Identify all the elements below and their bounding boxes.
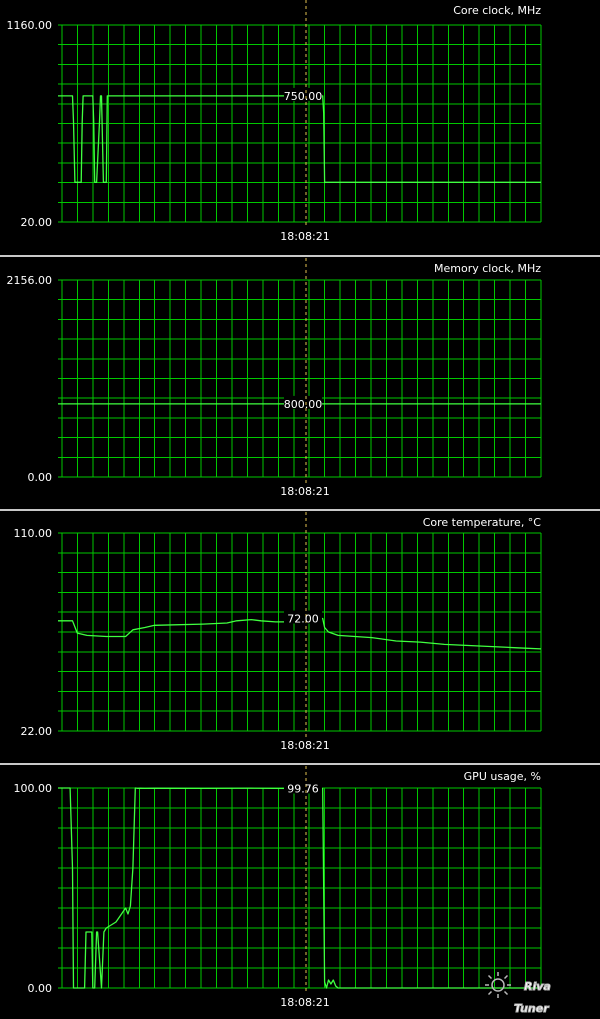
cursor-time-backing [278,738,334,752]
sun-gear-logo [485,972,511,998]
watermark-line2: Tuner [514,1002,549,1015]
series-line [58,95,541,183]
panel-2: Core temperature, °C 110.00 22.00 72.00 18:0… [0,512,600,765]
cursor-time-backing [278,995,334,1009]
y-max-label: 100.00 [14,782,53,795]
y-min-label: 22.00 [21,725,53,738]
y-max-label: 110.00 [14,527,53,540]
panel-title: Core temperature, °C [423,516,542,529]
cursor-value-label: 72.00 [287,613,319,626]
panel-title: GPU usage, % [464,770,541,783]
y-max-label: 2156.00 [7,274,53,287]
y-max-label: 1160.00 [7,19,53,32]
cursor-value-backing [284,780,322,794]
cursor-time-backing [278,484,334,498]
series-line [58,617,542,650]
panel-title: Core clock, MHz [453,4,541,17]
cursor-time-label: 18:08:21 [280,485,329,498]
panel-3: GPU usage, % 100.00 0.00 99.76 18:08:21 [14,766,542,1009]
cursor-value-backing [284,87,322,101]
grid [58,24,542,223]
cursor-value-label: 99.76 [287,783,319,796]
y-min-label: 0.00 [28,982,53,995]
panel-title: Memory clock, MHz [434,262,541,275]
panel-0: Core clock, MHz 1160.00 20.00 750.00 18:08:2… [0,0,600,257]
y-min-label: 20.00 [21,216,53,229]
panel-1: Memory clock, MHz 2156.00 0.00 800.00 18:08:… [0,258,600,511]
cursor-time-label: 18:08:21 [280,996,329,1009]
cursor-time-label: 18:08:21 [280,739,329,752]
cursor-value-backing [284,610,322,624]
cursor-value-label: 750.00 [284,90,323,103]
series-line [58,787,541,989]
grid [58,532,542,732]
grid [58,787,542,989]
cursor-value-backing [284,395,322,409]
rivatuner-watermark: Riva Tuner [485,972,551,1016]
cursor-time-label: 18:08:21 [280,230,329,243]
grid [58,279,542,478]
cursor-time-backing [278,229,334,243]
y-min-label: 0.00 [28,471,53,484]
watermark-line1: Riva [524,980,551,993]
cursor-value-label: 800.00 [284,398,323,411]
